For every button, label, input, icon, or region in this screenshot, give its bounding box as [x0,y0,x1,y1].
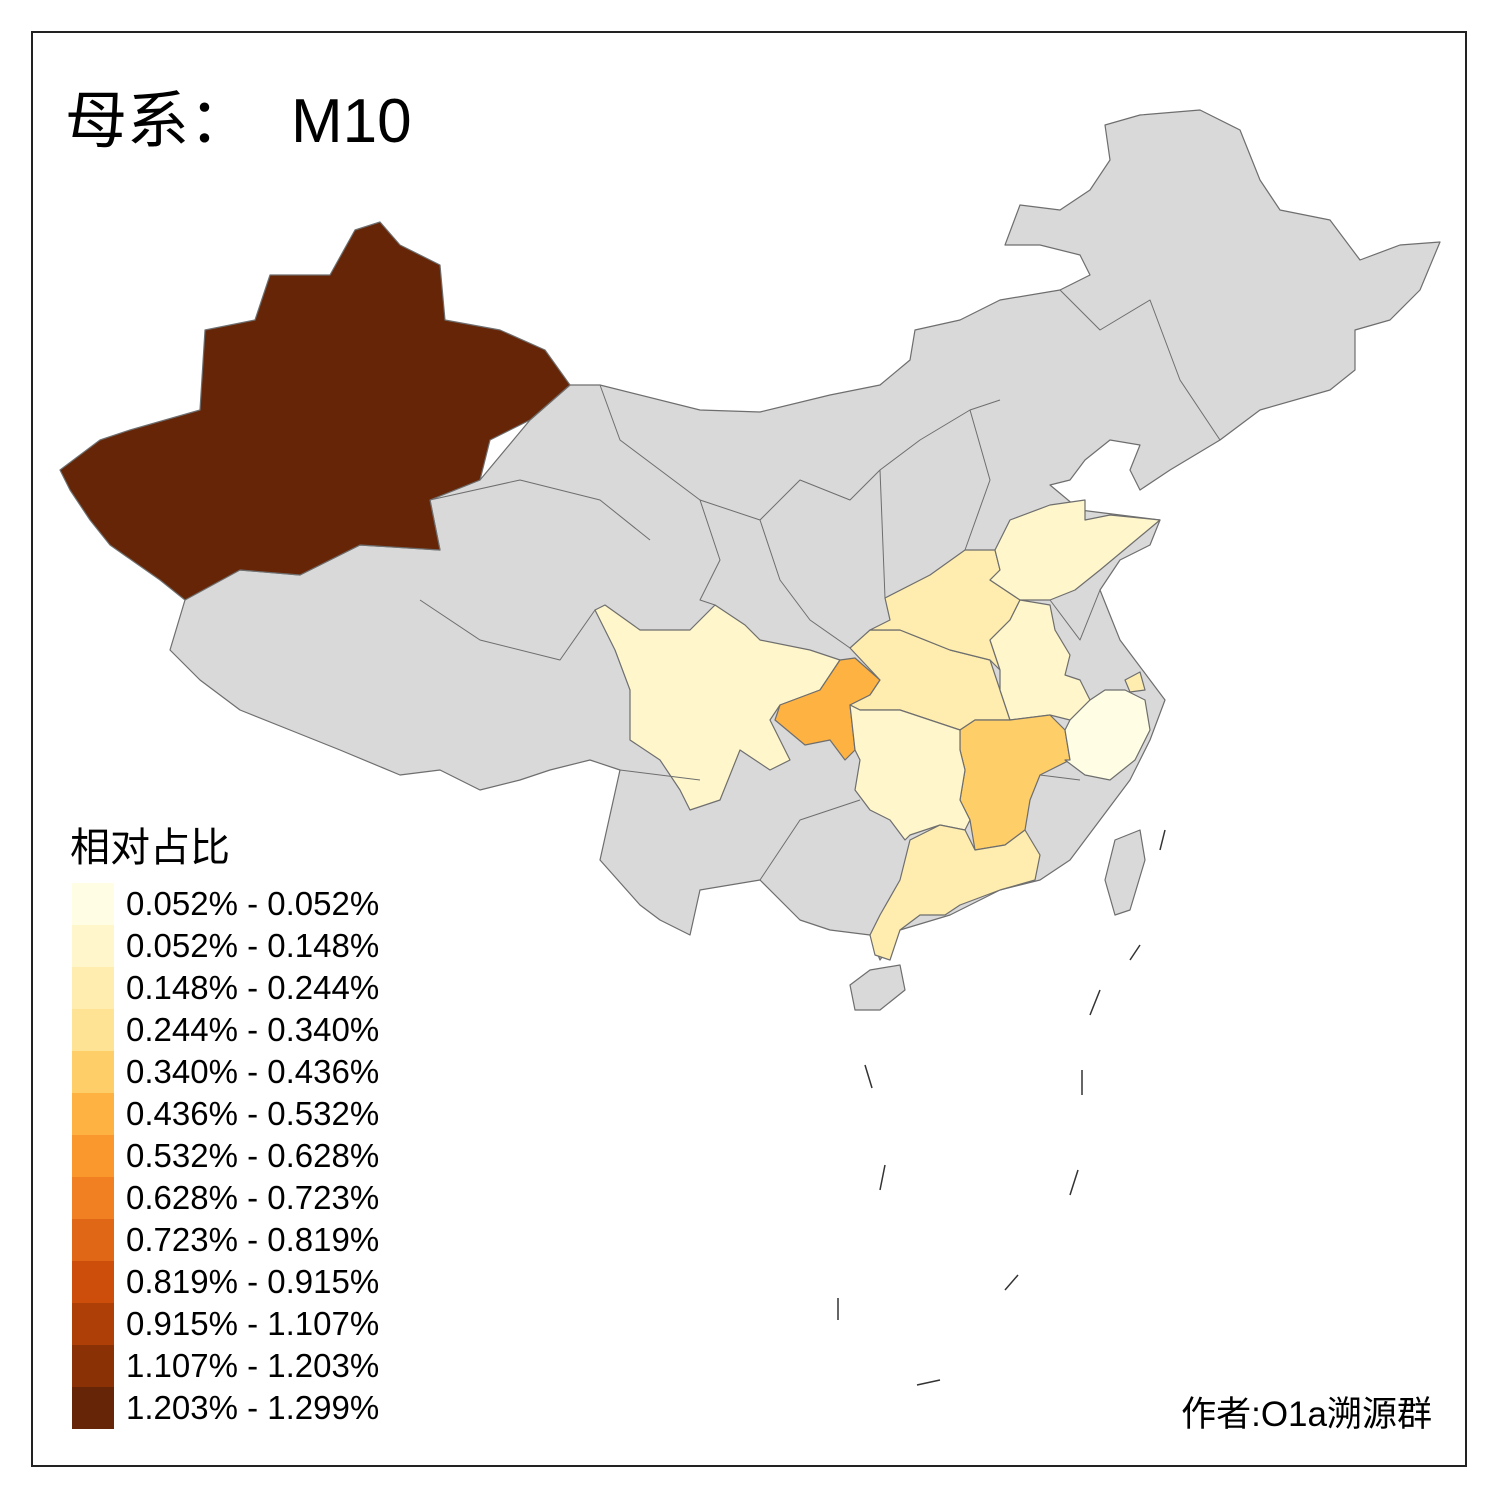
legend-swatch [72,967,114,1009]
legend-swatch [72,1261,114,1303]
south-china-sea-islands [837,829,1166,1386]
map-title: 母系： M10 [65,70,412,160]
legend-label: 0.052% - 0.148% [126,927,380,964]
legend-label: 0.723% - 0.819% [126,1221,380,1258]
legend-swatch [72,1387,114,1429]
title-prefix: 母系： [65,84,252,157]
legend-item: 1.203% - 1.299% [72,1387,379,1429]
legend-swatch [72,1303,114,1345]
legend-label: 0.052% - 0.052% [126,885,380,922]
legend-item: 0.052% - 0.052% [72,883,379,925]
legend-label: 0.148% - 0.244% [126,969,380,1006]
legend-label: 1.107% - 1.203% [126,1347,380,1384]
legend-item: 0.244% - 0.340% [72,1009,379,1051]
province-borders [419,289,1221,881]
region-taiwan [1104,829,1146,916]
legend-item: 1.107% - 1.203% [72,1345,379,1387]
legend-label: 0.436% - 0.532% [126,1095,380,1132]
legend-swatch [72,1009,114,1051]
legend-label: 0.915% - 1.107% [126,1305,380,1342]
plot-frame [31,31,1467,1467]
legend-item: 0.340% - 0.436% [72,1051,379,1093]
region-shandong [989,499,1161,601]
legend-title: 相对占比 [70,825,230,871]
legend-label: 0.532% - 0.628% [126,1137,380,1174]
legend-label: 0.628% - 0.723% [126,1179,380,1216]
legend: 0.052% - 0.052% 0.052% - 0.148% 0.148% - 0… [72,883,379,1429]
legend-label: 0.340% - 0.436% [126,1053,380,1090]
legend-swatch [72,1177,114,1219]
legend-item: 0.915% - 1.107% [72,1303,379,1345]
region-sichuan [594,604,841,811]
legend-item: 0.148% - 0.244% [72,967,379,1009]
legend-swatch [72,883,114,925]
legend-swatch [72,1093,114,1135]
legend-label: 1.203% - 1.299% [126,1389,380,1426]
region-guangdong [869,824,1041,961]
author-credit: 作者:O1a溯源群 [1181,1395,1432,1434]
region-anhui [989,599,1091,721]
legend-label: 0.244% - 0.340% [126,1011,380,1048]
title-haplogroup: M10 [291,87,412,156]
legend-swatch [72,1219,114,1261]
legend-label: 0.819% - 0.915% [126,1263,380,1300]
legend-swatch [72,1135,114,1177]
legend-swatch [72,1051,114,1093]
legend-item: 0.052% - 0.148% [72,925,379,967]
region-zhejiang [1064,689,1151,781]
region-hainan [849,964,906,1011]
legend-item: 0.723% - 0.819% [72,1219,379,1261]
legend-swatch [72,1345,114,1387]
legend-item: 0.819% - 0.915% [72,1261,379,1303]
legend-item: 0.532% - 0.628% [72,1135,379,1177]
legend-item: 0.628% - 0.723% [72,1177,379,1219]
legend-swatch [72,925,114,967]
region-xinjiang [59,221,571,601]
legend-item: 0.436% - 0.532% [72,1093,379,1135]
region-shanghai [1124,671,1146,693]
